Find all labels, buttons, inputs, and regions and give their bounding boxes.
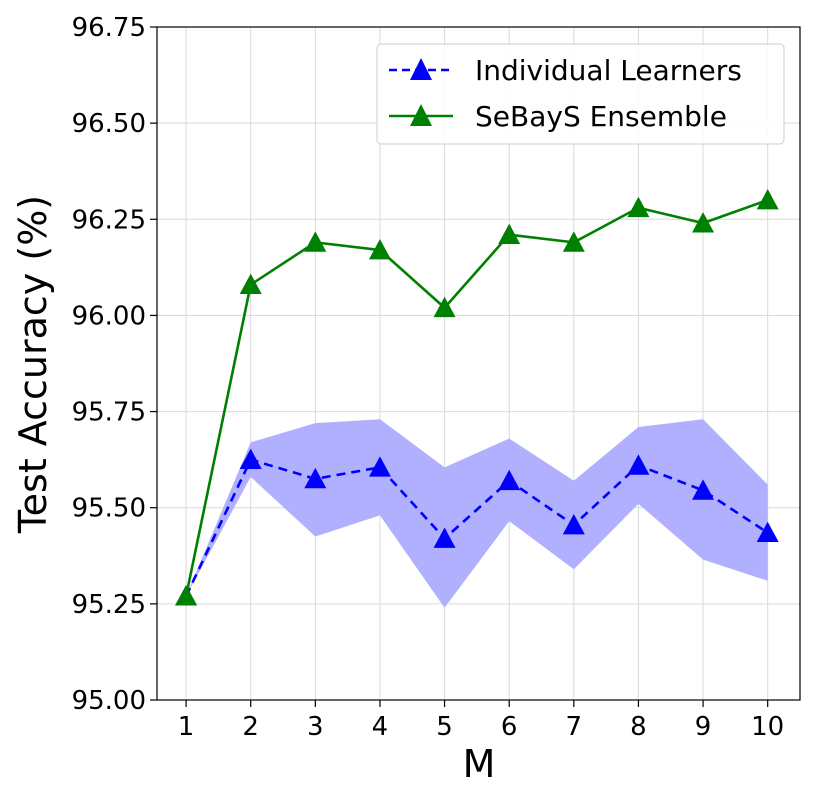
- individual-learners-line: [184, 458, 769, 597]
- sebays-ensemble-point-8: [627, 196, 650, 218]
- legend-label-sebays: SeBayS Ensemble: [475, 100, 727, 133]
- x-tick-label-3: 3: [307, 712, 324, 742]
- individual-learners-point-10: [756, 521, 779, 543]
- x-tick-label-1: 1: [178, 712, 195, 742]
- y-tick-label-2: 95.25: [72, 590, 146, 620]
- y-tick-label-6: 96.25: [72, 205, 146, 235]
- sebays-ensemble-point-2: [239, 273, 262, 295]
- y-tick-label-4: 95.75: [72, 398, 146, 428]
- x-tick-label-7: 7: [566, 712, 583, 742]
- series-layer: [175, 189, 779, 606]
- x-tick-label-2: 2: [242, 712, 259, 742]
- y-tick-label-7: 96.50: [72, 109, 146, 139]
- individual-learners-point-7: [562, 514, 585, 535]
- individual-learners-point-2: [239, 448, 262, 469]
- sebays-ensemble-point-9: [692, 212, 715, 233]
- legend-marker-individual: [410, 58, 432, 80]
- x-tick-label-5: 5: [436, 712, 453, 742]
- legend-box: [376, 43, 785, 145]
- individual-learners-point-4: [368, 456, 391, 477]
- sebays-ensemble-point-6: [498, 223, 521, 245]
- y-axis-title: Test Accuracy (%): [11, 195, 55, 534]
- sebays-ensemble-point-5: [433, 296, 456, 318]
- sebays-ensemble-point-1: [175, 585, 198, 606]
- individual-learners-point-8: [627, 454, 650, 475]
- sebays-ensemble-point-7: [562, 231, 585, 252]
- individual-learners-point-9: [692, 479, 715, 500]
- sebays-ensemble-line: [184, 198, 769, 597]
- confidence-band-layer: [186, 419, 768, 608]
- individual-learners-band: [186, 419, 768, 608]
- x-tick-label-6: 6: [501, 712, 518, 742]
- x-tick-label-4: 4: [372, 712, 389, 742]
- sebays-ensemble-point-10: [756, 189, 779, 210]
- plot-frame: [156, 26, 801, 701]
- x-axis-title: M: [463, 742, 496, 786]
- legend-marker-sebays: [410, 104, 432, 126]
- x-tick-label-10: 10: [751, 712, 784, 742]
- individual-learners-point-5: [433, 527, 456, 548]
- axis-ticks: 1 2 3 4 5 6 7 8 9 10 95.00 95.25 95.50 95.75 96.00 96.2…: [72, 13, 785, 742]
- x-tick-label-8: 8: [630, 712, 647, 742]
- legend-label-individual: Individual Learners: [475, 54, 742, 87]
- x-tick-label-9: 9: [695, 712, 712, 742]
- individual-learners-point-3: [304, 467, 327, 489]
- y-tick-label-5: 96.00: [72, 301, 146, 331]
- legend: Individual Learners SeBayS Ensemble: [376, 43, 785, 145]
- sebays-ensemble-point-4: [368, 239, 391, 260]
- y-tick-label-8: 96.75: [72, 13, 146, 43]
- individual-learners-point-6: [498, 469, 521, 491]
- sebays-ensemble-point-3: [304, 231, 327, 252]
- y-tick-label-1: 95.00: [72, 686, 146, 716]
- y-tick-label-3: 95.50: [72, 494, 146, 524]
